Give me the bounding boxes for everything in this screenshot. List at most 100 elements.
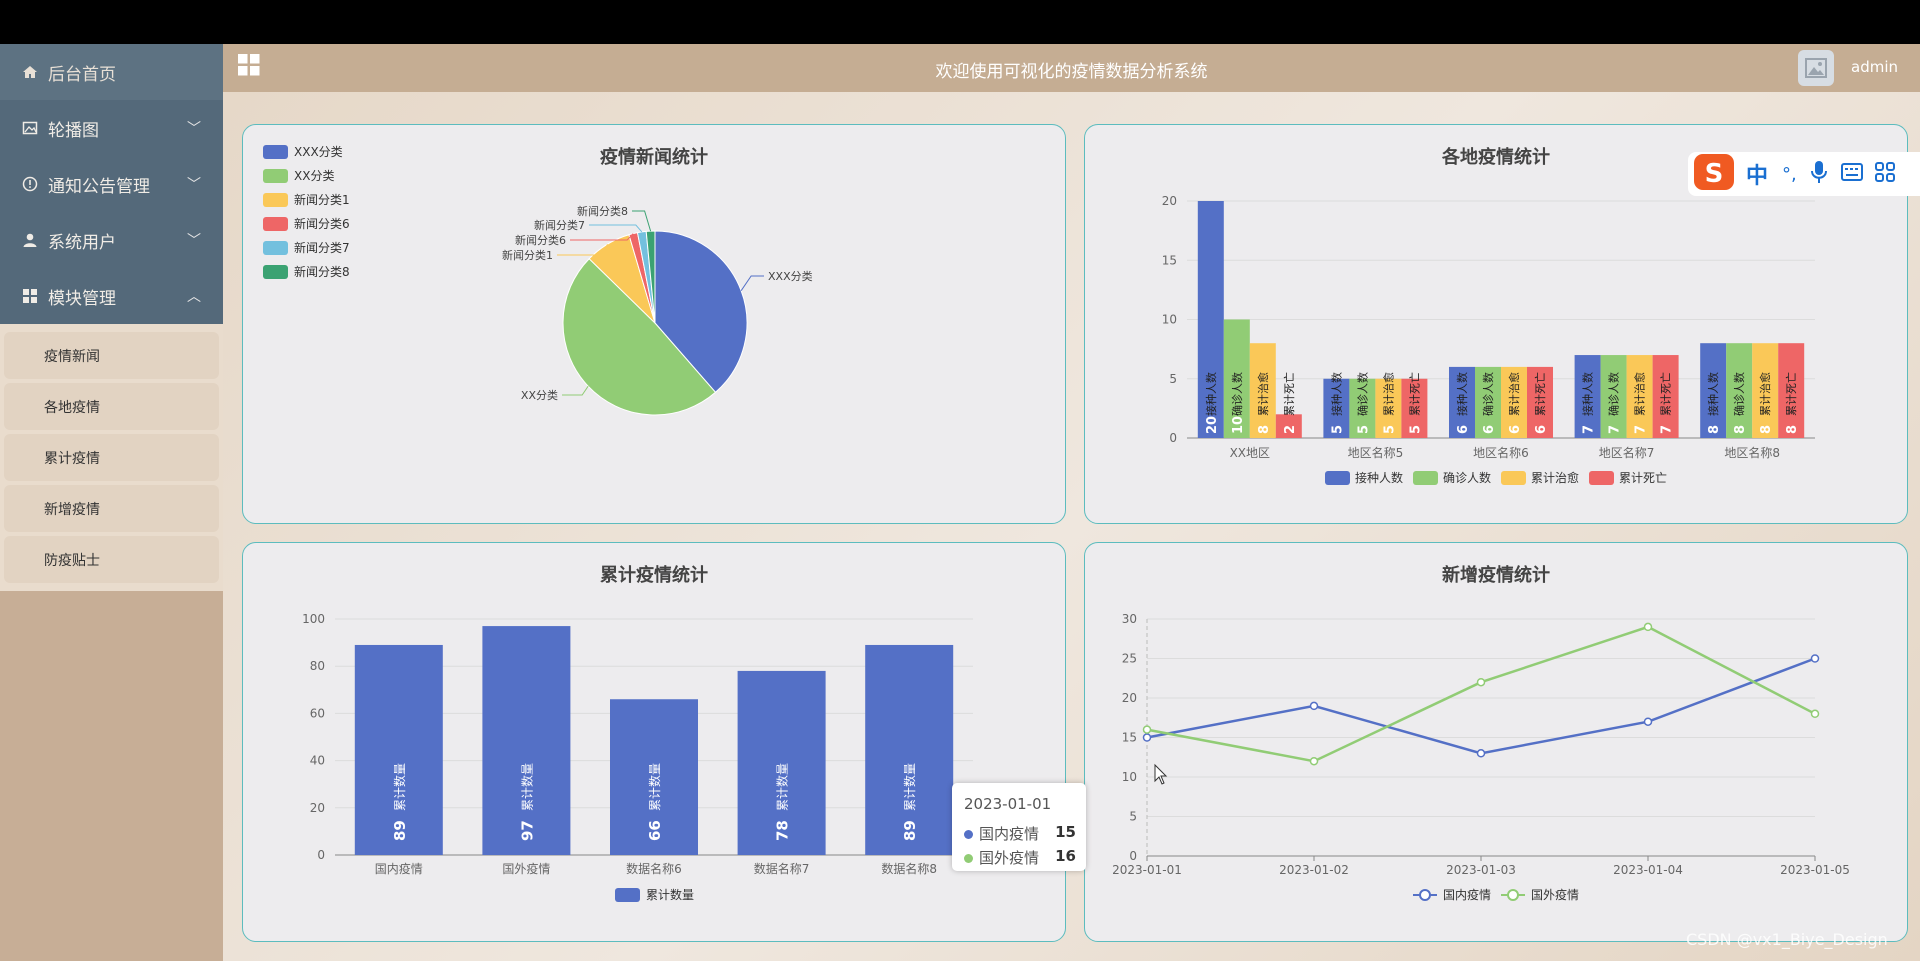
bar-value-label: 10 [1231, 416, 1246, 434]
bar-value-label: 97 [518, 820, 536, 841]
bar-value-label: 8 [1257, 425, 1272, 434]
sidebar-item-home[interactable]: 后台首页 [0, 44, 223, 100]
avatar[interactable] [1798, 50, 1834, 86]
bar [1778, 343, 1805, 438]
data-point [1810, 709, 1820, 719]
bar-series-label: 确诊人数 [1732, 372, 1746, 416]
watermark: CSDN @vx1_Biye_Design [1686, 930, 1888, 949]
submenu-item-regional[interactable]: 各地疫情 [4, 383, 219, 430]
microphone-icon[interactable] [1810, 160, 1827, 188]
pie-slice [645, 230, 656, 324]
bar [1223, 319, 1250, 438]
sidebar-item-label: 后台首页 [48, 64, 116, 85]
y-tick-label: 20 [1162, 194, 1177, 208]
ime-tools-icon[interactable] [1874, 162, 1895, 186]
sidebar-item-users[interactable]: 系统用户 ﹀ [0, 212, 223, 268]
svg-text:S: S [1705, 159, 1724, 189]
bar [1401, 378, 1428, 438]
bar-value-label: 5 [1382, 425, 1397, 434]
top-header: 欢迎使用可视化的疫情数据分析系统 admin [223, 44, 1920, 92]
pie-label-line [557, 243, 608, 256]
submenu-item-news[interactable]: 疫情新闻 [4, 332, 219, 379]
y-tick-label: 10 [1162, 313, 1177, 327]
bar [1626, 355, 1653, 438]
x-tick-label: 国外疫情 [502, 861, 550, 876]
sidebar: 后台首页 轮播图 ﹀ 通知公告管理 ﹀ 系统用户 [0, 44, 224, 961]
panel-news-pie: 疫情新闻统计 XXX分类 XX分类 新闻分类1 新闻分类6 新闻分类7 新闻分类8 XXX分… [242, 124, 1066, 524]
legend-swatch [263, 169, 288, 183]
ime-toolbar[interactable]: S 中 °, [1688, 152, 1920, 196]
ime-chinese-mode[interactable]: 中 [1746, 164, 1769, 189]
y-tick-label: 5 [1129, 810, 1137, 824]
submenu-item-cumulative[interactable]: 累计疫情 [4, 434, 219, 481]
bar-series-label: 确诊人数 [1481, 372, 1495, 416]
legend-swatch [1413, 471, 1438, 485]
chevron-down-icon: ﹀ [187, 177, 201, 193]
submenu-item-new-cases[interactable]: 新增疫情 [4, 485, 219, 532]
bar-series-label: 接种人数 [1706, 372, 1720, 416]
bar-value-label: 6 [1456, 425, 1471, 434]
bar-series-label: 累计治愈 [1507, 372, 1521, 416]
bar-series-label: 累计死亡 [1533, 372, 1547, 416]
bar [1752, 343, 1779, 438]
y-tick-label: 15 [1122, 731, 1137, 745]
data-point [1476, 749, 1486, 758]
menu-toggle-icon[interactable] [238, 54, 260, 80]
bar-value-label: 2 [1283, 425, 1298, 434]
username[interactable]: admin [1851, 58, 1898, 76]
chevron-down-icon: ﹀ [187, 233, 201, 249]
bar [737, 670, 826, 855]
bar-value-label: 89 [391, 820, 409, 841]
tooltip-row: 国外疫情 16 [964, 847, 1076, 868]
data-point [1643, 622, 1653, 632]
legend-swatch [263, 265, 288, 279]
sidebar-item-notice[interactable]: 通知公告管理 ﹀ [0, 156, 223, 212]
legend-swatch [615, 888, 640, 902]
bar-series-label: 累计数量 [775, 763, 790, 811]
bar-series-label: 接种人数 [1329, 372, 1343, 416]
user-icon [22, 232, 38, 248]
sidebar-item-modules[interactable]: 模块管理 ︿ [0, 268, 223, 324]
legend-label: 累计治愈 [1531, 470, 1579, 485]
y-tick-label: 15 [1162, 253, 1177, 267]
page-title: 欢迎使用可视化的疫情数据分析系统 [935, 62, 1208, 82]
submenu-modules: 疫情新闻 各地疫情 累计疫情 新增疫情 防疫贴士 [0, 324, 223, 591]
series-line [1146, 625, 1816, 763]
legend-swatch [263, 241, 288, 255]
submenu-item-tips[interactable]: 防疫贴士 [4, 536, 219, 583]
chevron-down-icon: ﹀ [187, 121, 201, 137]
x-tick-label: 地区名称5 [1348, 445, 1404, 460]
bar [1700, 343, 1727, 438]
dashboard-content: 疫情新闻统计 XXX分类 XX分类 新闻分类1 新闻分类6 新闻分类7 新闻分类8 XXX分… [223, 92, 1920, 961]
x-tick-label: 2023-01-04 [1613, 863, 1683, 877]
legend-label: 国外疫情 [1531, 887, 1579, 902]
data-point [1309, 756, 1319, 766]
tooltip-date: 2023-01-01 [964, 795, 1052, 813]
y-tick-label: 20 [1122, 691, 1137, 705]
bar [1527, 366, 1553, 438]
pie-slice [562, 258, 717, 416]
bar-series-label: 确诊人数 [1607, 372, 1621, 416]
bar-series-label: 累计死亡 [1784, 372, 1798, 416]
bar-series-label: 累计治愈 [1633, 372, 1647, 416]
bar-value-label: 7 [1608, 425, 1623, 434]
bar [1475, 366, 1501, 438]
bar-series-label: 累计数量 [647, 763, 662, 811]
data-point [1142, 725, 1152, 734]
bar [865, 644, 954, 855]
legend-swatch [263, 193, 288, 207]
x-tick-label: 数据名称6 [626, 861, 682, 876]
keyboard-icon[interactable] [1840, 163, 1863, 185]
image-placeholder-icon [1805, 58, 1827, 78]
grid-icon [22, 288, 38, 304]
bar-series-label: 累计治愈 [1758, 372, 1772, 416]
tooltip-series-name: 国内疫情 [979, 825, 1040, 843]
bar-value-label: 89 [901, 820, 919, 841]
bar-value-label: 8 [1759, 425, 1774, 434]
chart-title: 新增疫情统计 [1442, 565, 1550, 586]
sidebar-item-carousel[interactable]: 轮播图 ﹀ [0, 100, 223, 156]
pie-label: XXX分类 [768, 269, 813, 283]
ime-punctuation[interactable]: °, [1782, 163, 1797, 185]
bar-value-label: 5 [1330, 425, 1345, 434]
bar-series-label: 确诊人数 [1355, 372, 1369, 416]
